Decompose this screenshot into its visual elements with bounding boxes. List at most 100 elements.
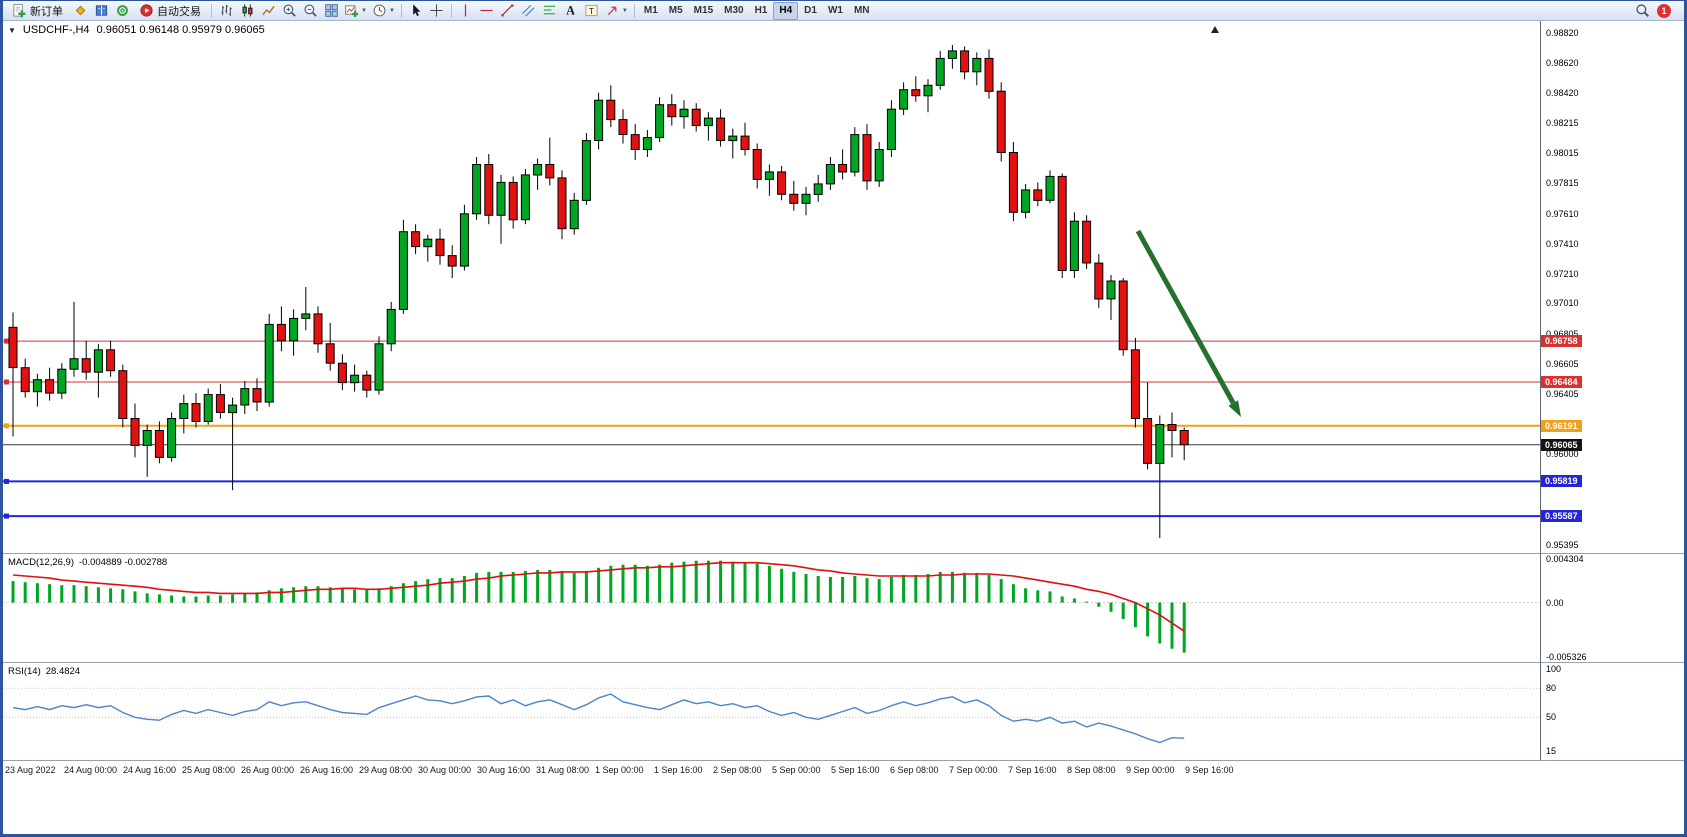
- alerts-button[interactable]: [112, 2, 132, 20]
- arrows-button[interactable]: ▼: [603, 2, 630, 20]
- timeframe-h1-button[interactable]: H1: [750, 2, 773, 20]
- toolbar-sep: [211, 3, 212, 18]
- price-tick: 0.97410: [1546, 238, 1579, 249]
- date-label: 25 Aug 08:00: [182, 765, 236, 775]
- chart-title: ▼ USDCHF-,H4 0.96051 0.96148 0.95979 0.9…: [8, 24, 265, 36]
- timeframe-m1-button[interactable]: M1: [639, 2, 663, 20]
- pane-separator[interactable]: [3, 662, 1684, 663]
- timeframe-m5-button-label: M5: [668, 5, 683, 16]
- date-label: 26 Aug 16:00: [300, 765, 354, 775]
- bars-icon: [220, 4, 232, 17]
- candlestick-chart-button[interactable]: [237, 2, 257, 20]
- ohlc-values-label: 0.96051 0.96148 0.95979 0.96065: [96, 24, 265, 36]
- new-chart-button[interactable]: ▼: [342, 2, 369, 20]
- candlestick-chart-svg[interactable]: [3, 21, 1540, 553]
- auto-trading-button[interactable]: 自动交易: [133, 2, 207, 20]
- search-icon: [1635, 4, 1649, 18]
- rsi-tick: 15: [1546, 746, 1557, 757]
- new-order-button[interactable]: 新订单: [6, 2, 69, 20]
- price-tick: 0.98420: [1546, 87, 1579, 98]
- market-watch-button[interactable]: [70, 2, 90, 20]
- price-level-label: 0.95819: [1541, 475, 1582, 488]
- timeframe-w1-button-label: W1: [827, 5, 843, 16]
- text-button[interactable]: A: [561, 2, 581, 20]
- rsi-chart-svg[interactable]: [3, 663, 1540, 760]
- dropdown-caret-icon: ▼: [388, 7, 395, 14]
- textA-icon: A: [567, 4, 576, 18]
- chart-dropdown-icon[interactable]: ▼: [8, 25, 16, 35]
- timeframe-w1-button[interactable]: W1: [823, 2, 848, 20]
- data-window-button[interactable]: [91, 2, 111, 20]
- tile-windows-button[interactable]: [321, 2, 341, 20]
- search-button[interactable]: [1632, 2, 1652, 20]
- cursor-button[interactable]: [406, 2, 426, 20]
- dropdown-caret-icon: ▼: [361, 7, 367, 14]
- bar-chart-button[interactable]: [216, 2, 236, 20]
- timeframe-m30-button[interactable]: M30: [719, 2, 748, 20]
- chart-area: ▼ USDCHF-,H4 0.96051 0.96148 0.95979 0.9…: [3, 21, 1684, 834]
- timeframe-h4-button[interactable]: H4: [773, 1, 799, 20]
- timeframe-m5-button[interactable]: M5: [664, 2, 688, 20]
- notification-badge[interactable]: 1: [1657, 3, 1671, 18]
- date-label: 24 Aug 16:00: [123, 765, 177, 775]
- zoomin-icon: [283, 4, 296, 17]
- timeframe-d1-button[interactable]: D1: [799, 2, 822, 20]
- macd-tick: -0.005326: [1546, 652, 1587, 663]
- price-tick: 0.98820: [1546, 28, 1579, 38]
- zoom-out-button[interactable]: [300, 2, 320, 20]
- symbol-timeframe-label: USDCHF-,H4: [22, 24, 90, 36]
- line-chart-button[interactable]: [258, 2, 278, 20]
- sound-icon: [116, 5, 128, 16]
- channel-icon: [522, 4, 535, 17]
- svg-text:T: T: [589, 6, 594, 16]
- date-label: 7 Sep 16:00: [1008, 765, 1057, 775]
- date-label: 1 Sep 16:00: [654, 765, 703, 775]
- timeframe-m30-button-label: M30: [724, 5, 744, 16]
- timeframe-mn-button-label: MN: [853, 5, 870, 16]
- fibonacci-button[interactable]: [540, 2, 560, 20]
- vertical-line-button[interactable]: [456, 2, 476, 20]
- timeframe-m1-button-label: M1: [643, 5, 658, 16]
- period-dropdown-button[interactable]: ▼: [370, 2, 397, 20]
- timeframe-mn-button[interactable]: MN: [849, 2, 875, 20]
- date-label: 24 Aug 00:00: [64, 765, 118, 775]
- pane-separator[interactable]: [3, 760, 1684, 761]
- crosshair-button[interactable]: [427, 2, 447, 20]
- macd-chart-svg[interactable]: [3, 554, 1540, 662]
- date-label: 8 Sep 08:00: [1067, 765, 1116, 775]
- dropdown-caret-icon: ▼: [621, 7, 628, 14]
- fibo-icon: [544, 5, 556, 15]
- price-tick: 0.95395: [1546, 539, 1579, 550]
- trend-icon: [501, 4, 514, 17]
- date-label: 7 Sep 00:00: [949, 765, 998, 775]
- toolbar-sep: [400, 3, 402, 18]
- text-label-button[interactable]: T: [582, 2, 602, 20]
- auto-trading-button-label: 自动交易: [157, 5, 201, 18]
- zoomout-icon: [304, 4, 317, 17]
- zoom-in-button[interactable]: [279, 2, 299, 20]
- arrowobj-icon: [607, 6, 617, 16]
- date-label: 9 Sep 16:00: [1185, 765, 1234, 775]
- book-icon: [95, 5, 107, 16]
- pane-separator[interactable]: [3, 553, 1684, 554]
- trendline-button[interactable]: [498, 2, 518, 20]
- date-label: 26 Aug 00:00: [241, 765, 295, 775]
- timeframe-m15-button[interactable]: M15: [689, 2, 718, 20]
- price-tick: 0.97010: [1546, 298, 1579, 309]
- date-label: 29 Aug 08:00: [359, 765, 413, 775]
- price-level-label: 0.96191: [1541, 419, 1582, 432]
- timeframe-m15-button-label: M15: [693, 5, 714, 16]
- new-order-button-label: 新订单: [30, 5, 63, 18]
- rsi-name-label: RSI(14): [8, 666, 41, 677]
- svg-text:A: A: [567, 4, 576, 18]
- toolbar-sep: [633, 3, 635, 18]
- horizontal-line-button[interactable]: [477, 2, 497, 20]
- linechart-icon: [261, 5, 275, 16]
- macd-indicator-label: MACD(12,26,9) -0.004889 -0.002788: [8, 557, 167, 568]
- equidistant-channel-button[interactable]: [519, 2, 539, 20]
- date-label: 6 Sep 08:00: [890, 765, 939, 775]
- toolbar: 新订单 自动交易 ▼ ▼ A T ▼ M1 M5 M15 M30 H1 H4 D1 W1 MN 1: [3, 1, 1684, 21]
- vline-icon: [465, 4, 467, 17]
- price-tick: 0.97815: [1546, 178, 1579, 189]
